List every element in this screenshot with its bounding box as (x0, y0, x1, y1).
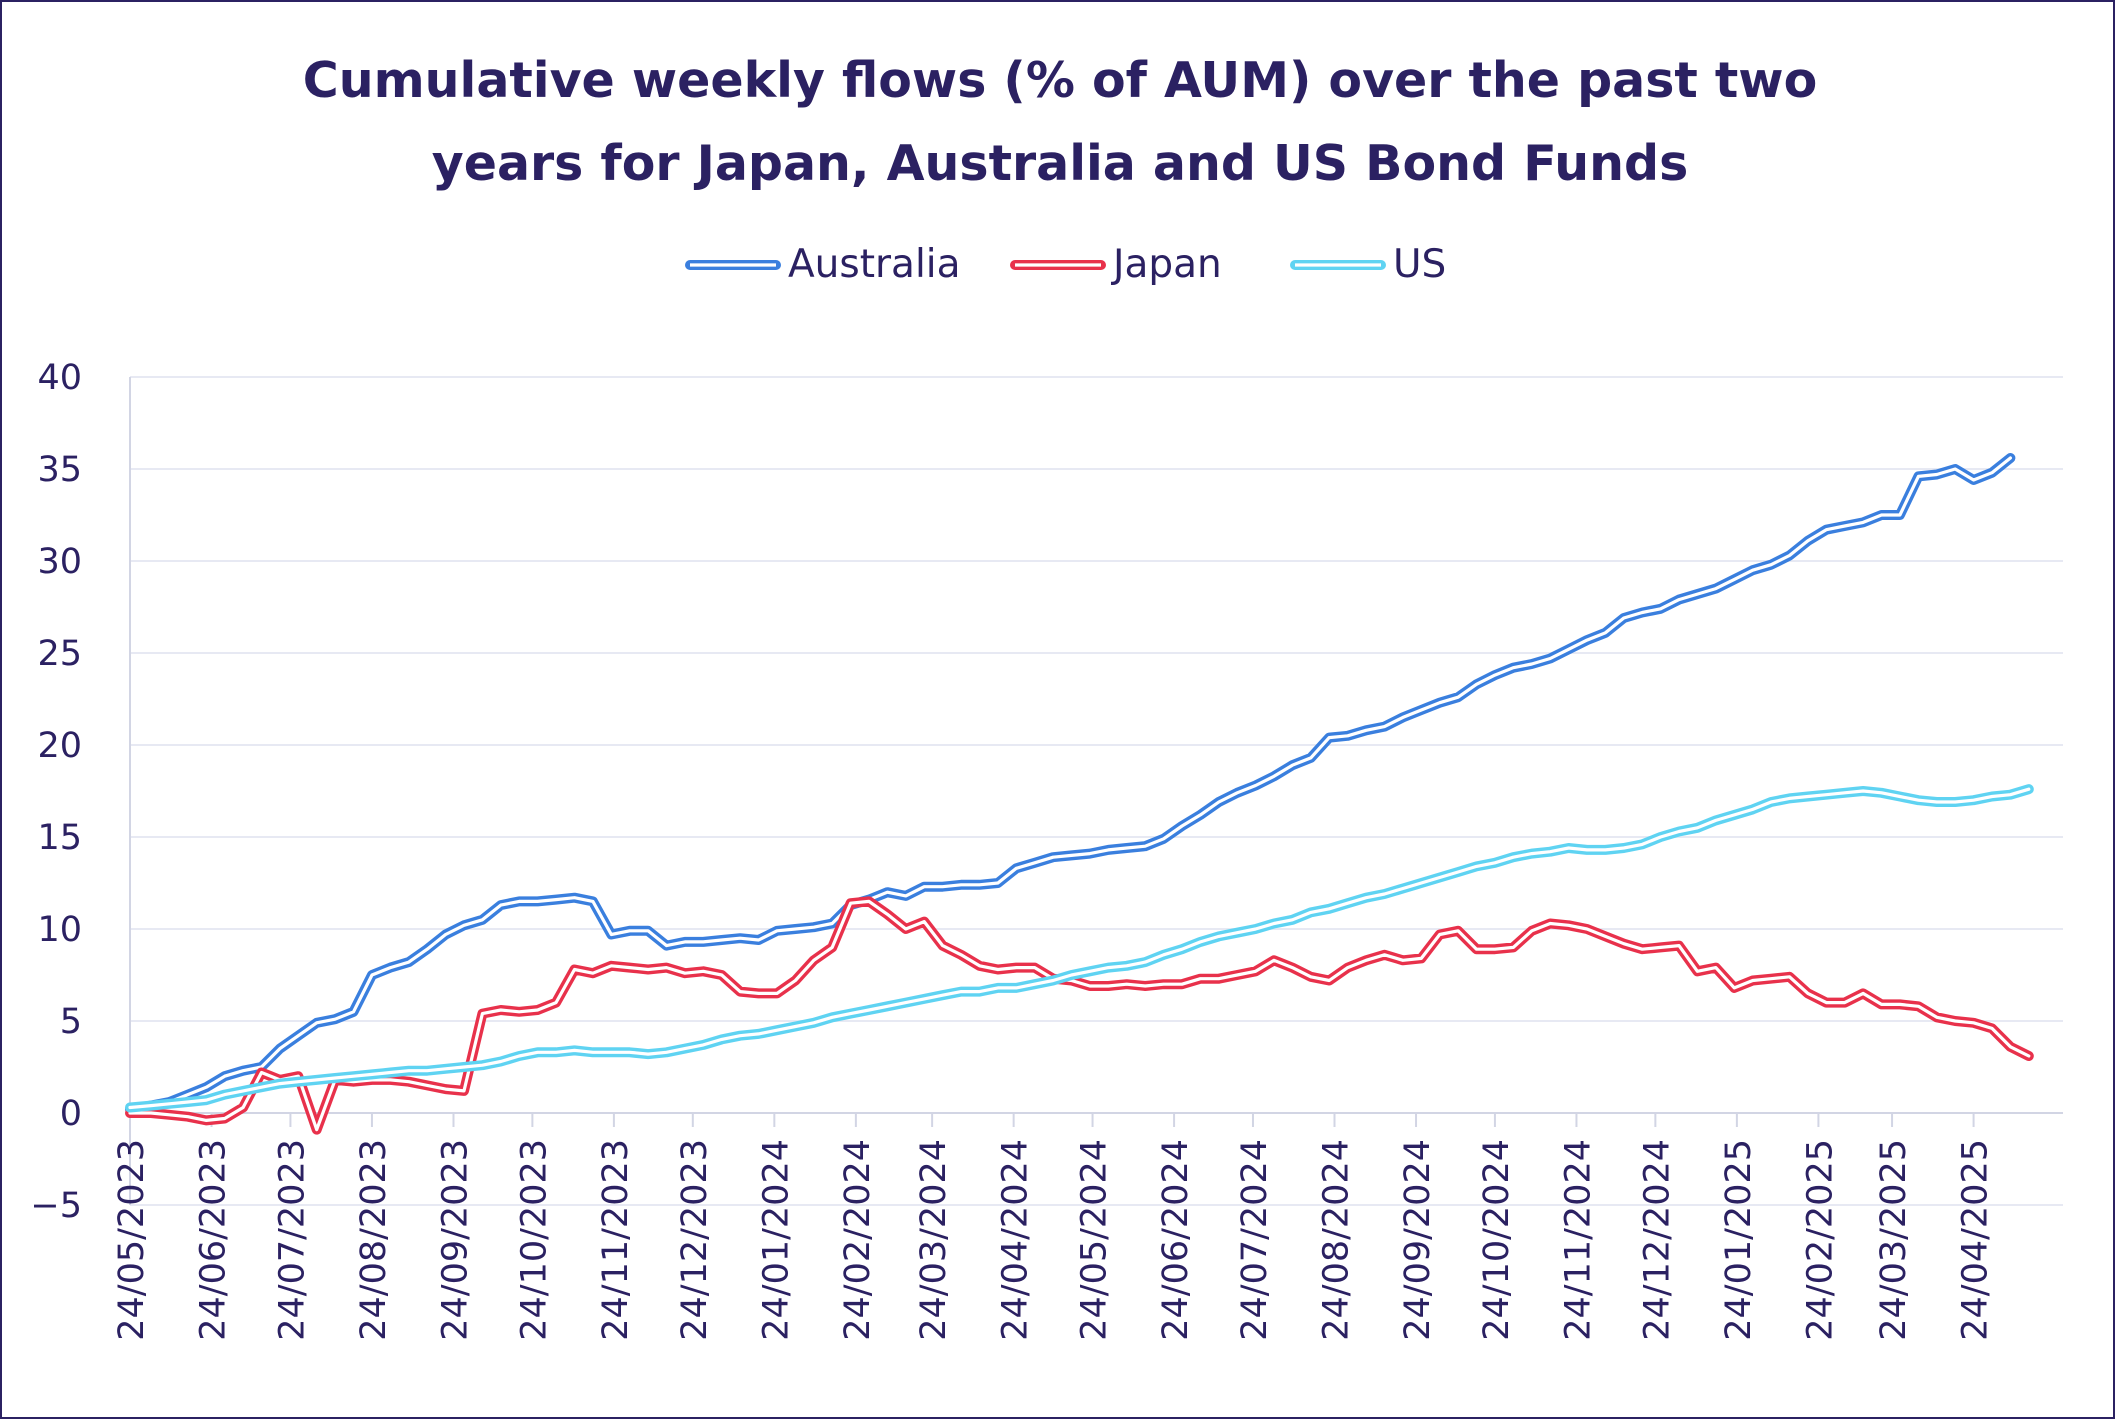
y-tick-label: 10 (37, 910, 82, 950)
x-tick-label: 24/10/2024 (1477, 1139, 1517, 1341)
x-tick-label: 24/07/2024 (1235, 1139, 1275, 1341)
x-tick-label: 24/03/2024 (914, 1139, 954, 1341)
legend-label: Japan (1110, 242, 1222, 287)
x-tick-label: 24/12/2024 (1637, 1139, 1677, 1341)
legend-label: US (1393, 242, 1446, 287)
y-tick-label: 15 (37, 818, 82, 858)
series-line-core (128, 787, 2031, 1110)
x-tick-label: 24/10/2023 (514, 1139, 554, 1341)
x-tick-label: 24/05/2023 (112, 1139, 152, 1341)
y-tick-label: 40 (37, 358, 82, 398)
y-tick-label: −5 (30, 1186, 82, 1226)
series-line-australia (125, 453, 2016, 1115)
x-tick-label: 24/06/2024 (1156, 1139, 1196, 1341)
x-tick-label: 24/02/2025 (1800, 1139, 1840, 1341)
series-japan (125, 896, 2034, 1135)
x-tick-label: 24/04/2024 (996, 1139, 1036, 1341)
legend-item-us: US (1290, 242, 1446, 287)
x-tick-label: 24/09/2024 (1398, 1139, 1438, 1341)
x-tick-label: 24/04/2025 (1956, 1139, 1996, 1341)
x-tick-label: 24/05/2024 (1075, 1139, 1115, 1341)
series-us (125, 784, 2034, 1113)
legend-item-japan: Japan (1010, 242, 1222, 287)
y-tick-label: 30 (37, 542, 82, 582)
series-line-japan (125, 896, 2034, 1135)
x-tick-label: 24/08/2023 (354, 1139, 394, 1341)
y-tick-label: 0 (60, 1094, 82, 1134)
chart-title-line-2: years for Japan, Australia and US Bond F… (432, 135, 1688, 192)
series-line-core (128, 456, 2013, 1111)
x-tick-label: 24/09/2023 (435, 1139, 475, 1341)
chart-legend: Australia Japan US (685, 242, 1446, 287)
x-tick-label: 24/02/2024 (838, 1139, 878, 1341)
x-tick-label: 24/01/2024 (756, 1139, 796, 1341)
y-tick-label: 5 (60, 1002, 82, 1042)
y-tick-label: 35 (37, 450, 82, 490)
x-tick-label: 24/12/2023 (675, 1139, 715, 1341)
legend-item-australia: Australia (685, 242, 961, 287)
x-tick-label: 24/06/2023 (194, 1139, 234, 1341)
x-tick-label: 24/11/2023 (596, 1139, 636, 1341)
series-australia (125, 453, 2016, 1115)
series-lines (125, 453, 2034, 1135)
y-tick-label: 20 (37, 726, 82, 766)
y-axis: −5 0 5 10 15 20 25 30 35 40 (30, 358, 131, 1226)
x-tick-label: 24/03/2025 (1874, 1139, 1914, 1341)
x-axis: 24/05/2023 24/06/2023 24/07/2023 24/08/2023… (112, 1112, 2063, 1341)
chart-title-line-1: Cumulative weekly flows (% of AUM) over … (303, 52, 1818, 109)
x-tick-label: 24/01/2025 (1719, 1139, 1759, 1341)
chart-title: Cumulative weekly flows (% of AUM) over … (303, 52, 1818, 192)
legend-label: Australia (788, 242, 961, 287)
series-line-core (128, 899, 2031, 1132)
y-tick-label: 25 (37, 634, 82, 674)
x-tick-label: 24/08/2024 (1317, 1139, 1357, 1341)
x-tick-label: 24/11/2024 (1558, 1139, 1598, 1341)
x-tick-label: 24/07/2023 (272, 1139, 312, 1341)
